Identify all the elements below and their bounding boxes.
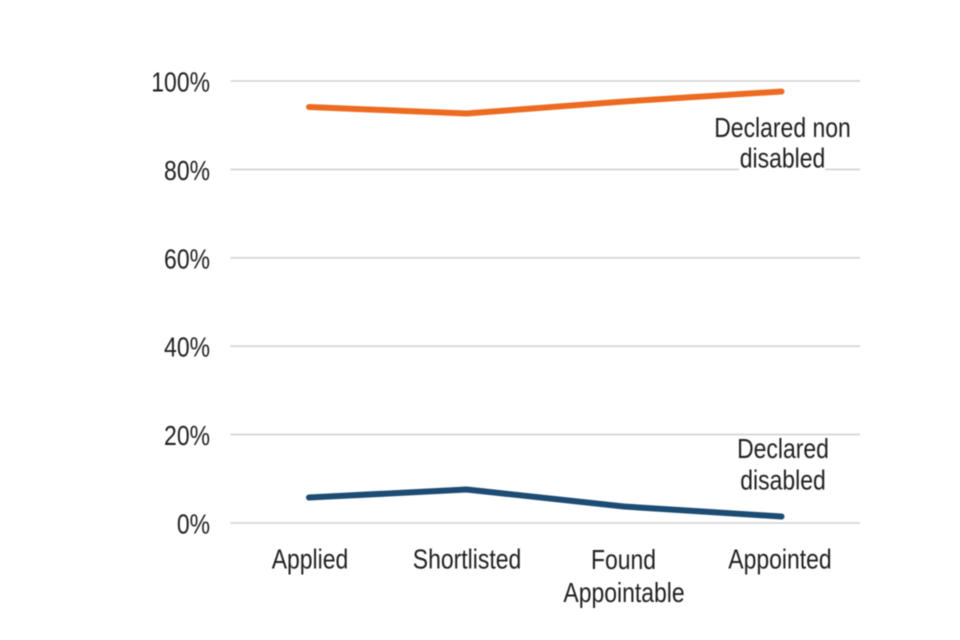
svg-text:60%: 60% [164,244,210,275]
svg-text:Appointed: Appointed [728,544,831,575]
svg-text:0%: 0% [177,509,210,540]
svg-text:Shortlisted: Shortlisted [413,544,521,575]
svg-text:Declared non: Declared non [714,113,851,144]
svg-text:20%: 20% [164,421,210,452]
svg-text:100%: 100% [151,67,210,98]
svg-text:Declared: Declared [737,434,829,465]
svg-text:40%: 40% [164,333,210,364]
svg-text:disabled: disabled [740,466,825,497]
svg-text:Applied: Applied [272,544,349,575]
svg-text:disabled: disabled [740,143,825,174]
svg-text:Found: Found [591,545,656,576]
svg-text:80%: 80% [164,156,210,187]
svg-text:Appointable: Appointable [563,578,684,609]
